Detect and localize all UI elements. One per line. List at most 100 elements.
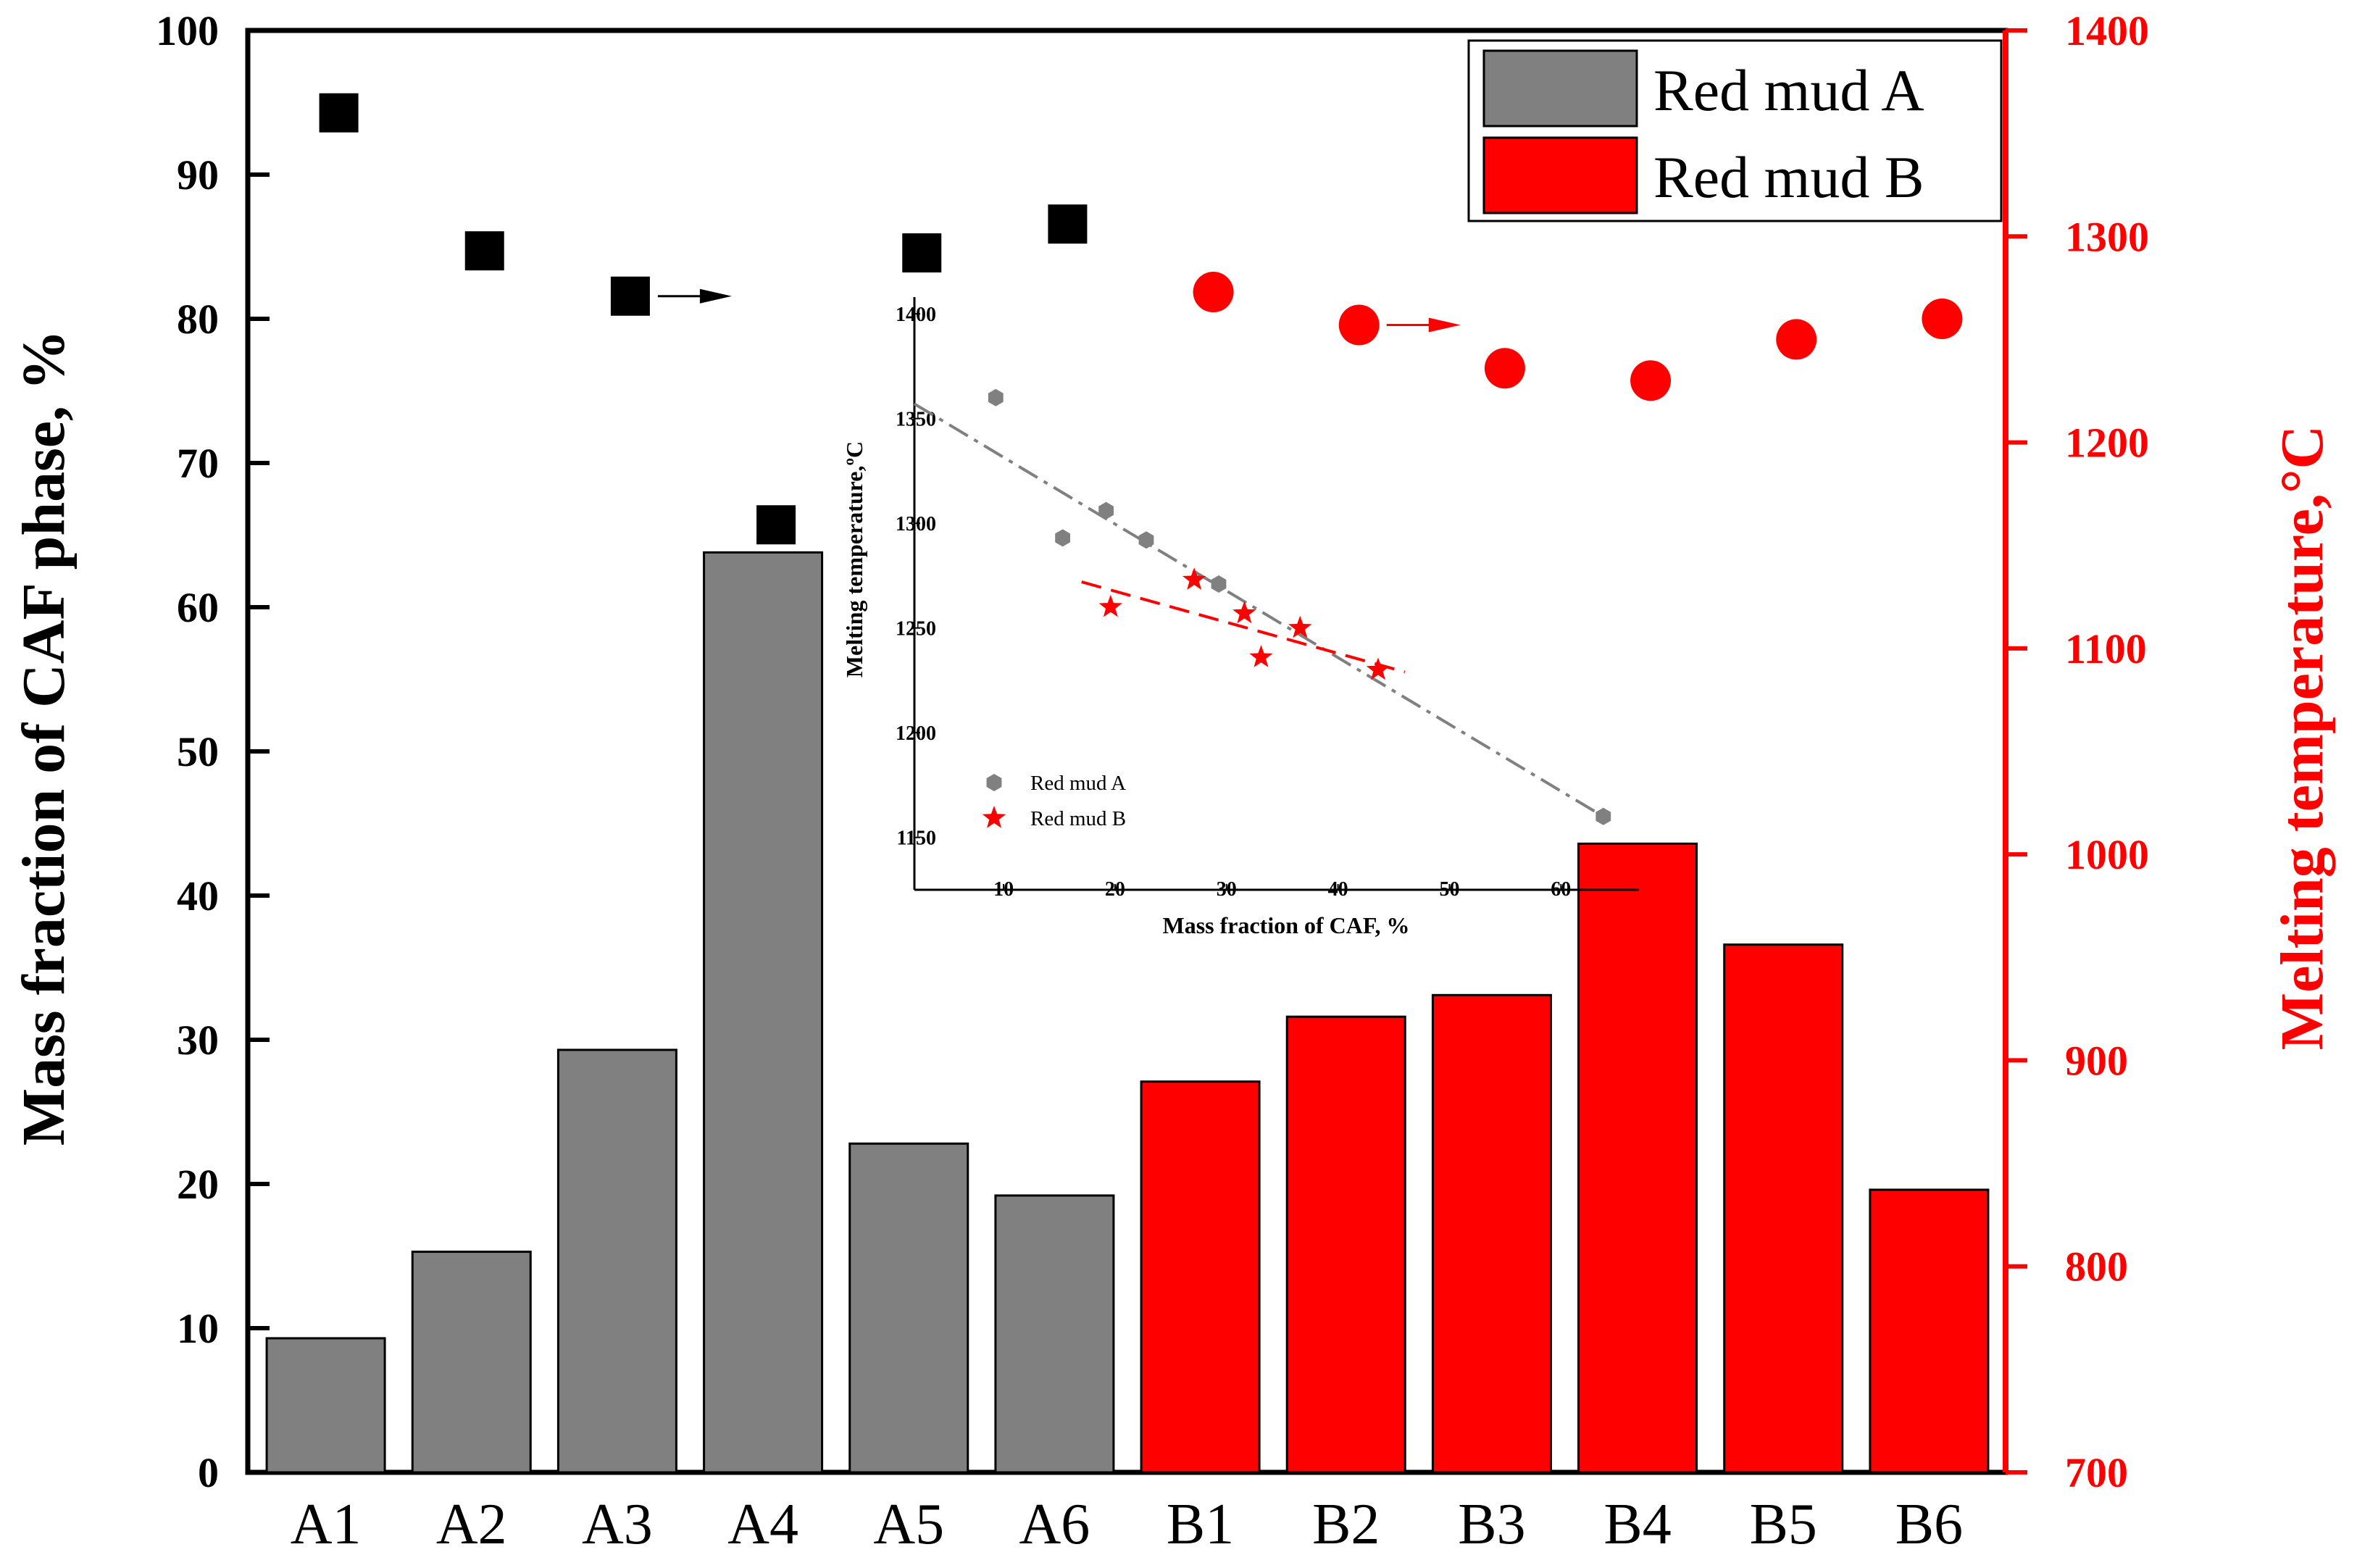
inset-point-red-mud-a [1211,575,1227,593]
y2-tick-label: 1100 [2065,625,2147,672]
x-tick-label-b2: B2 [1312,1493,1380,1556]
inset-y-tick-label: 1200 [896,722,936,745]
y-tick-label: 30 [177,1017,219,1064]
inset-legend-marker-red-mud-a [986,774,1002,791]
inset-point-red-mud-b [1249,645,1273,667]
inset-legend: Red mud A Red mud B [982,772,1126,830]
inset-x-axis-title: Mass fraction of CAF, % [1163,912,1410,938]
x-tick-label-b3: B3 [1458,1493,1525,1556]
inset-point-red-mud-a [1055,529,1070,547]
temp-marker-a3 [610,276,650,316]
inset-x-tick-label: 30 [1217,878,1237,901]
x-tick-label-a4: A4 [727,1493,798,1556]
y2-tick-label: 1200 [2065,420,2149,467]
y2-tick-label: 900 [2065,1037,2128,1084]
bar-b5 [1723,943,1844,1474]
inset-x-tick-label: 50 [1439,878,1459,901]
inset-point-red-mud-b [1182,567,1206,590]
inset-x-tick-label: 10 [993,878,1014,901]
bar-a1 [265,1337,386,1474]
inset-point-red-mud-a [988,388,1004,406]
y2-axis-title: Melting temperature,°C [2269,425,2336,1050]
legend-label-red-mud-b: Red mud B [1653,144,1924,210]
bar-b3 [1431,993,1552,1474]
x-axis: A1 A2 A3 A4 A5 A6 B1 B2 B3 B4 B5 B6 [291,1493,1963,1556]
temp-marker-a2 [464,231,504,271]
y-tick-label: 0 [198,1449,219,1496]
arrow-head [699,288,732,304]
left-axis: 0 10 20 30 40 50 60 70 80 90 100 [156,7,270,1496]
temp-marker-a1 [319,93,359,133]
inset-x-tick-label: 60 [1551,878,1571,901]
bar-a2 [411,1251,532,1474]
y-tick-label: 20 [177,1161,219,1208]
x-tick-label-b1: B1 [1167,1493,1234,1556]
bar-series [265,551,1990,1474]
temp-marker-b4 [1630,360,1672,401]
y-tick-label: 100 [156,7,219,54]
temp-marker-a4 [756,505,796,545]
inset-y-tick-label: 1300 [896,513,936,535]
y-tick-label: 60 [177,584,219,631]
inset-point-red-mud-b [1232,601,1256,624]
temp-marker-b6 [1922,299,1963,339]
legend-label-red-mud-a: Red mud A [1653,57,1924,123]
bar-a5 [848,1142,969,1474]
inset-point-red-mud-a [1138,531,1154,549]
temp-marker-a5 [902,233,942,273]
x-tick-label-b5: B5 [1750,1493,1817,1556]
inset-legend-label-red-mud-b: Red mud B [1030,807,1126,830]
right-axis: 700 800 900 1000 1100 1200 1300 1400 [2006,7,2149,1496]
bar-a3 [556,1048,677,1474]
fit-line-red-mud-a [913,402,1604,818]
inset-y-axis-title: Melting temperature,ºC [841,441,867,677]
temp-marker-b2 [1338,304,1380,346]
y-tick-label: 70 [177,440,219,487]
temp-marker-b3 [1484,348,1525,389]
inset-x-tick-label: 40 [1328,878,1348,901]
arrow-head [1428,317,1461,333]
x-tick-label-b6: B6 [1895,1493,1963,1556]
inset-points [988,388,1611,825]
inset-legend-marker-red-mud-b [982,806,1006,828]
legend-swatch-red-mud-a [1482,49,1638,128]
y-tick-label: 40 [177,872,219,919]
trend-arrows [657,288,1461,333]
bar-b2 [1285,1015,1406,1474]
y-tick-label: 50 [177,728,219,775]
fit-line-red-mud-b [1081,580,1406,674]
y-tick-label: 10 [177,1305,219,1352]
y2-tick-label: 1000 [2065,831,2149,878]
legend-swatch-red-mud-b [1482,136,1638,214]
temp-marker-a6 [1048,204,1088,244]
y2-tick-label: 800 [2065,1243,2128,1290]
inset-point-red-mud-a [1098,501,1114,520]
inset-legend-label-red-mud-a: Red mud A [1030,772,1126,795]
x-tick-label-a2: A2 [436,1493,507,1556]
y2-tick-label: 1300 [2065,213,2149,260]
inset-point-red-mud-a [1595,807,1611,825]
inset-x-axis: 10 20 30 40 50 60 [993,878,1571,901]
y-tick-label: 80 [177,296,219,343]
bar-b4 [1577,842,1698,1474]
inset-fit-lines [913,402,1604,818]
temp-marker-b5 [1776,319,1817,360]
inset-x-tick-label: 20 [1105,878,1125,901]
y-tick-label: 90 [177,151,219,199]
temp-marker-b1 [1193,272,1234,313]
inset-y-tick-label: 1250 [896,618,936,641]
y2-tick-label: 700 [2065,1449,2128,1496]
inset-y-tick-label: 1150 [897,827,936,850]
inset-point-red-mud-b [1098,594,1122,617]
legend: Red mud A Red mud B [1467,39,2003,222]
x-tick-label-a6: A6 [1019,1493,1090,1556]
y2-tick-label: 1400 [2065,7,2149,54]
bar-b1 [1140,1080,1261,1474]
temperature-markers [319,93,1963,545]
bar-a4 [703,551,824,1474]
y-axis-title: Mass fraction of CAF phase, % [10,330,78,1146]
bar-b6 [1869,1188,1990,1474]
bar-a6 [994,1194,1115,1474]
